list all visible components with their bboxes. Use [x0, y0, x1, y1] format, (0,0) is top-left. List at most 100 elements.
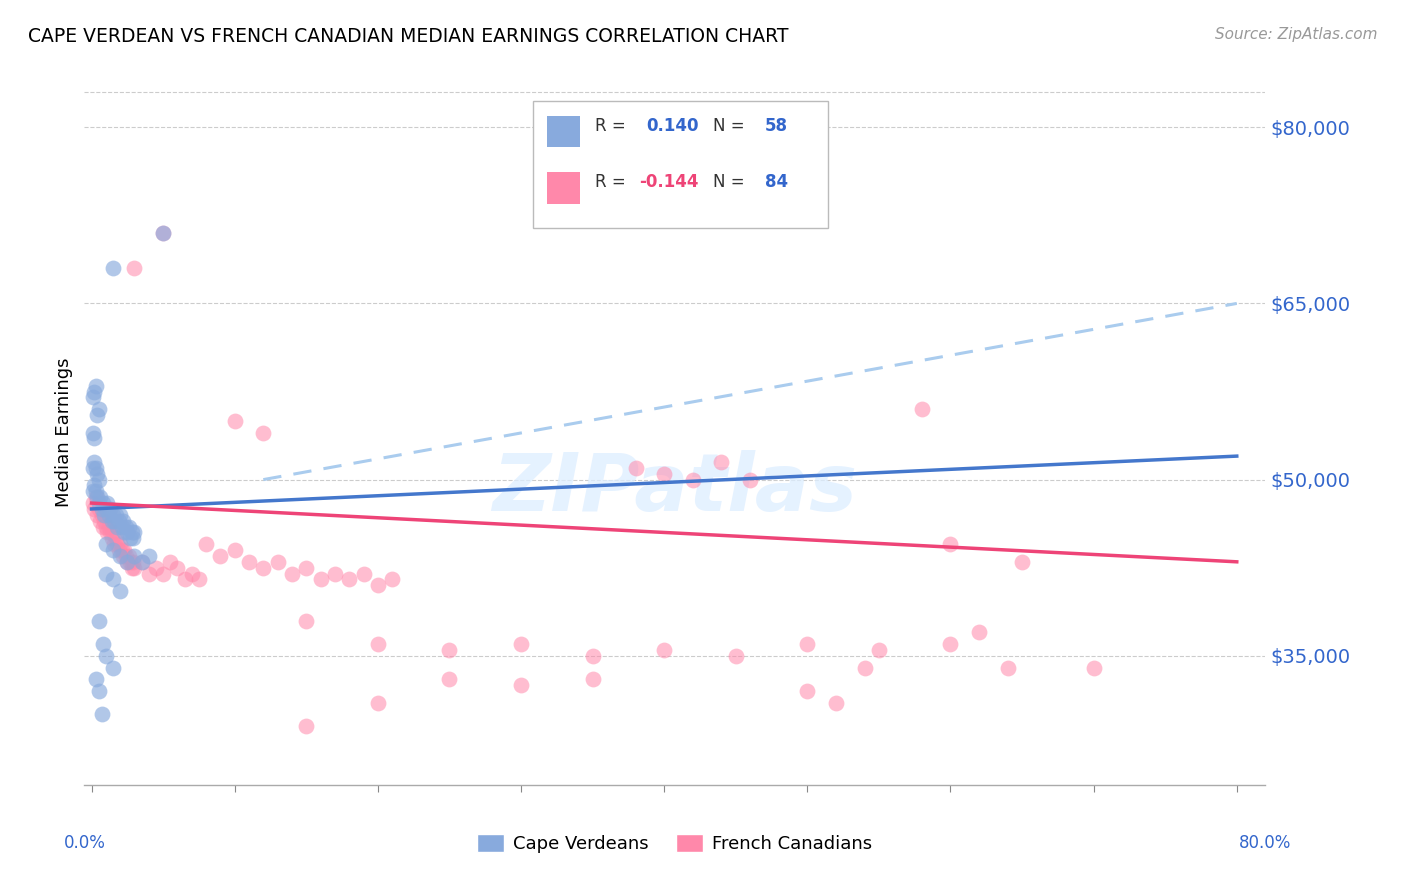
Point	[367, 578, 389, 592]
Point	[796, 684, 818, 698]
Point	[82, 484, 104, 499]
Point	[103, 514, 125, 528]
Text: R =: R =	[595, 173, 630, 192]
Point	[145, 560, 167, 574]
Point	[124, 525, 146, 540]
Point	[939, 537, 962, 551]
Point	[82, 390, 104, 404]
Point	[84, 490, 107, 504]
Point	[295, 560, 318, 574]
Point	[309, 573, 332, 587]
Point	[103, 537, 125, 551]
Point	[295, 614, 318, 628]
Point	[104, 508, 127, 522]
Point	[83, 455, 105, 469]
Point	[652, 643, 675, 657]
FancyBboxPatch shape	[547, 172, 581, 203]
Point	[117, 555, 139, 569]
Point	[121, 560, 143, 574]
Point	[101, 261, 124, 276]
Point	[94, 648, 117, 663]
Point	[118, 549, 141, 563]
Point	[652, 467, 675, 481]
Point	[997, 660, 1019, 674]
Point	[101, 543, 124, 558]
Point	[96, 525, 118, 540]
Point	[96, 496, 118, 510]
Y-axis label: Median Earnings: Median Earnings	[55, 358, 73, 508]
Point	[939, 637, 962, 651]
Point	[94, 519, 117, 533]
Point	[108, 537, 131, 551]
Point	[124, 549, 146, 563]
Point	[367, 696, 389, 710]
Point	[87, 614, 110, 628]
Point	[224, 414, 246, 428]
Point	[121, 525, 143, 540]
Point	[87, 502, 110, 516]
Point	[510, 678, 533, 692]
Text: 58: 58	[765, 117, 787, 135]
Point	[94, 502, 117, 516]
Point	[159, 555, 181, 569]
Point	[94, 566, 117, 581]
Text: N =: N =	[713, 173, 749, 192]
Point	[224, 543, 246, 558]
Point	[114, 525, 136, 540]
Point	[1083, 660, 1105, 674]
Point	[853, 660, 876, 674]
Point	[122, 555, 145, 569]
Point	[83, 502, 105, 516]
Point	[83, 478, 105, 492]
Point	[89, 514, 111, 528]
Point	[152, 226, 174, 240]
Point	[152, 226, 174, 240]
Point	[100, 514, 122, 528]
Text: 0.140: 0.140	[647, 117, 699, 135]
Point	[89, 490, 111, 504]
Point	[510, 637, 533, 651]
Point	[83, 432, 105, 446]
Point	[87, 402, 110, 417]
Point	[115, 549, 138, 563]
Point	[252, 560, 274, 574]
Point	[682, 473, 704, 487]
Point	[84, 378, 107, 392]
Point	[93, 514, 115, 528]
Point	[439, 643, 461, 657]
Point	[967, 625, 990, 640]
Point	[100, 531, 122, 545]
Point	[868, 643, 890, 657]
Point	[108, 549, 131, 563]
Legend: Cape Verdeans, French Canadians: Cape Verdeans, French Canadians	[470, 827, 880, 861]
Point	[238, 555, 260, 569]
Point	[84, 460, 107, 475]
Point	[87, 473, 110, 487]
Point	[82, 460, 104, 475]
Point	[115, 519, 138, 533]
Point	[117, 525, 139, 540]
Point	[796, 637, 818, 651]
Point	[911, 402, 934, 417]
FancyBboxPatch shape	[547, 115, 581, 147]
Point	[138, 566, 160, 581]
Point	[82, 496, 104, 510]
Point	[367, 637, 389, 651]
Point	[91, 496, 114, 510]
Point	[90, 707, 112, 722]
Point	[131, 555, 153, 569]
Point	[124, 560, 146, 574]
Point	[117, 555, 139, 569]
Point	[118, 519, 141, 533]
Point	[87, 684, 110, 698]
Point	[86, 467, 108, 481]
Point	[87, 496, 110, 510]
Point	[120, 531, 142, 545]
Text: 80.0%: 80.0%	[1239, 834, 1292, 852]
Text: R =: R =	[595, 117, 630, 135]
Point	[108, 584, 131, 599]
Point	[114, 543, 136, 558]
Point	[166, 560, 188, 574]
Point	[353, 566, 375, 581]
Point	[111, 549, 134, 563]
